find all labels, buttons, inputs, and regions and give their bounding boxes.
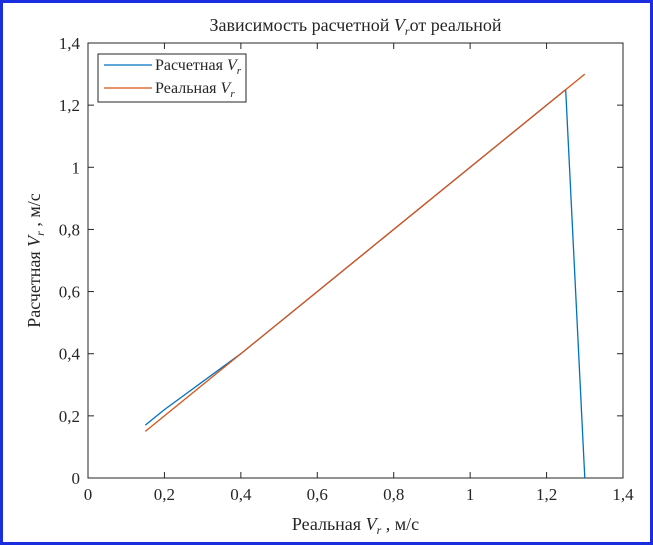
y-tick-label: 0 <box>72 469 81 488</box>
ylabel-sub: r <box>33 231 47 236</box>
legend: Расчетная Vr Реальная Vr <box>97 53 247 103</box>
xlabel-prefix: Реальная <box>292 514 366 534</box>
title-prefix: Зависимость расчетной <box>209 15 393 35</box>
y-tick-label: 0,2 <box>59 407 80 426</box>
x-tick-label: 0,2 <box>154 485 175 504</box>
y-tick-label: 0,6 <box>59 283 80 302</box>
legend-1-sub: r <box>237 65 242 77</box>
x-axis-label: Реальная Vr , м/с <box>292 514 419 537</box>
legend-1-prefix: Расчетная <box>155 57 227 74</box>
x-tick-label: 1 <box>466 485 475 504</box>
y-tick-label: 1 <box>72 158 81 177</box>
series-line-2 <box>144 73 586 432</box>
x-tick-label: 1,4 <box>612 485 634 504</box>
y-tick-label: 0,4 <box>59 345 81 364</box>
chart-title: Зависимость расчетной Vrот реальной <box>209 15 501 38</box>
ylabel-var: V <box>24 234 44 247</box>
xlabel-suffix: , м/с <box>381 514 419 534</box>
legend-entry-series-1: Расчетная Vr <box>155 57 242 77</box>
legend-1-var: V <box>227 57 239 74</box>
x-tick-label: 0 <box>84 485 93 504</box>
x-tick-label: 0,6 <box>307 485 328 504</box>
xlabel-var: V <box>366 514 379 534</box>
y-tick-label: 0,8 <box>59 220 80 239</box>
ticks-layer: 0 0,2 0,4 0,6 0,8 1 1,2 1,4 0 0,2 0,4 0,6 0,8 1 1,2 1,4 <box>59 34 634 504</box>
legend-entry-series-2: Реальная Vr <box>155 80 235 100</box>
y-axis-label: Расчетная Vr , м/с <box>24 193 47 328</box>
x-tick-label: 0,4 <box>230 485 252 504</box>
y-tick-label: 1,2 <box>59 96 80 115</box>
y-tick-label: 1,4 <box>59 34 81 53</box>
x-tick-label: 0,8 <box>383 485 404 504</box>
xlabel-sub: r <box>377 523 382 537</box>
legend-box <box>97 53 247 103</box>
legend-2-prefix: Реальная <box>155 80 221 97</box>
title-sub: r <box>405 24 410 38</box>
series-layer <box>144 73 586 479</box>
legend-2-sub: r <box>230 88 235 100</box>
title-suffix: от реальной <box>410 15 502 35</box>
ylabel-prefix: Расчетная <box>24 247 44 328</box>
ylabel-suffix: , м/с <box>24 193 44 231</box>
legend-2-var: V <box>221 80 233 97</box>
x-tick-label: 1,2 <box>536 485 557 504</box>
title-var: V <box>394 15 407 35</box>
